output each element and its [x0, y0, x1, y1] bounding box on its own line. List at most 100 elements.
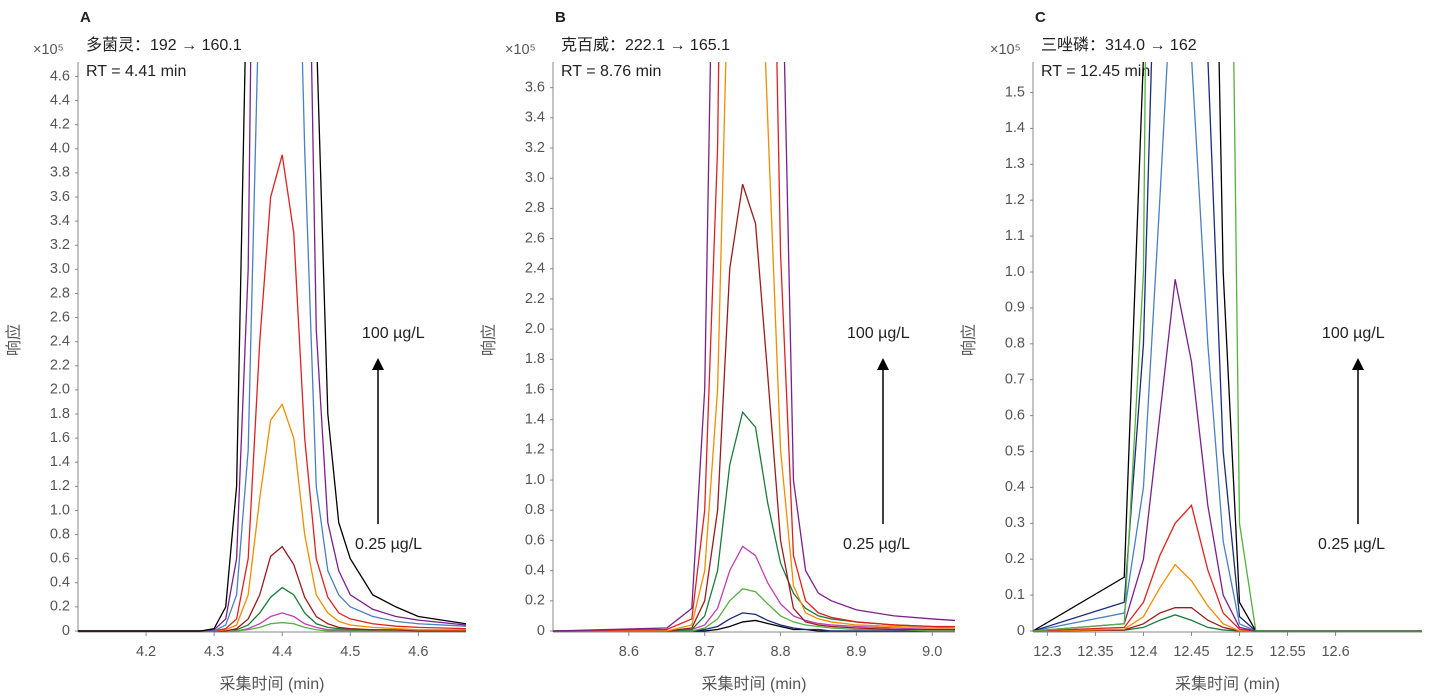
x-axis-label: 采集时间 (min)	[702, 675, 807, 693]
x-tick-label: 4.4	[272, 644, 292, 660]
x-tick-label: 12.45	[1173, 644, 1209, 660]
y-tick-label: 1.0	[50, 502, 70, 518]
y-tick-label: 0.8	[525, 502, 545, 518]
y-tick-label: 1.8	[525, 351, 545, 367]
y-tick-label: 2.8	[50, 285, 70, 301]
y-tick-label: 1.1	[1005, 228, 1025, 244]
y-tick-label: 1.4	[1005, 120, 1025, 136]
chromatogram-line	[78, 154, 466, 632]
x-tick-label: 4.5	[340, 644, 360, 660]
y-tick-label: 2.6	[525, 230, 545, 246]
chromatogram-line	[78, 62, 466, 632]
x-tick-label: 8.7	[695, 644, 715, 660]
y-tick-label: 1.6	[525, 381, 545, 397]
chromatogram-line	[553, 545, 955, 632]
y-tick-label: 0.1	[1005, 587, 1025, 603]
chart-subtitle: RT = 12.45 min	[1041, 63, 1150, 80]
x-tick-label: 8.8	[770, 644, 790, 660]
y-tick-label: 3.4	[50, 213, 70, 229]
y-tick-label: 0	[62, 623, 70, 639]
y-tick-label: 0.4	[1005, 479, 1025, 495]
chromatogram-line	[553, 62, 955, 632]
x-tick-label: 12.55	[1269, 644, 1305, 660]
y-tick-label: 1.2	[525, 442, 545, 458]
y-tick-label: 0.6	[50, 550, 70, 566]
x-tick-label: 12.35	[1077, 644, 1113, 660]
chart-title: 多菌灵：192 → 160.1	[86, 36, 242, 54]
y-tick-label: 1.5	[1005, 84, 1025, 100]
y-tick-label: 0.2	[1005, 551, 1025, 567]
chromatogram-line	[553, 410, 955, 632]
chromatogram-line	[78, 545, 466, 632]
y-tick-label: 1.4	[525, 412, 545, 428]
y-axis-label: 响应	[959, 324, 978, 356]
chromatogram-line	[1033, 62, 1422, 632]
y-tick-label: 0.5	[1005, 443, 1025, 459]
annotation: 100 µg/L	[1322, 325, 1385, 342]
y-axis-label: 响应	[4, 324, 23, 356]
y-tick-label: 3.0	[525, 170, 545, 186]
chromatogram-line	[78, 612, 466, 632]
chromatogram-line	[553, 62, 955, 632]
y-tick-label: 0.3	[1005, 515, 1025, 531]
y-tick-label: 0.2	[525, 593, 545, 609]
y-tick-label: 4.6	[50, 68, 70, 84]
y-tick-label: 2.6	[50, 309, 70, 325]
y-tick-label: 1.2	[1005, 192, 1025, 208]
y-tick-label: 0	[1017, 623, 1025, 639]
y-tick-label: 3.6	[50, 189, 70, 205]
chromatogram-line	[78, 586, 466, 632]
annotation: 0.25 µg/L	[843, 536, 910, 553]
y-exponent: ×10⁵	[505, 42, 536, 58]
x-tick-label: 9.0	[922, 644, 942, 660]
x-tick-label: 12.4	[1129, 644, 1157, 660]
chromatogram-line	[553, 612, 955, 632]
y-tick-label: 1.6	[50, 430, 70, 446]
annotation: 0.25 µg/L	[1318, 536, 1385, 553]
y-tick-label: 2.4	[50, 334, 70, 350]
y-tick-label: 2.0	[50, 382, 70, 398]
y-tick-label: 2.4	[525, 261, 545, 277]
annotation: 100 µg/L	[362, 325, 425, 342]
panel-label: B	[555, 9, 566, 26]
chart-subtitle: RT = 8.76 min	[561, 63, 661, 80]
x-tick-label: 8.9	[846, 644, 866, 660]
y-tick-label: 3.2	[50, 237, 70, 253]
x-tick-label: 12.6	[1321, 644, 1349, 660]
y-tick-label: 0.2	[50, 599, 70, 615]
y-tick-label: 3.8	[50, 165, 70, 181]
y-tick-label: 2.2	[50, 358, 70, 374]
y-tick-label: 1.2	[50, 478, 70, 494]
chromatogram-line	[78, 62, 466, 632]
chromatogram-line	[1033, 62, 1422, 632]
chromatogram-line	[553, 588, 955, 632]
y-tick-label: 0.6	[1005, 407, 1025, 423]
x-tick-label: 4.6	[408, 644, 428, 660]
annotation: 0.25 µg/L	[355, 536, 422, 553]
y-exponent: ×10⁵	[990, 42, 1021, 58]
y-exponent: ×10⁵	[33, 42, 64, 58]
chromatogram-line	[553, 184, 955, 632]
y-tick-label: 1.3	[1005, 156, 1025, 172]
chromatogram-line	[78, 62, 466, 632]
y-tick-label: 3.6	[525, 79, 545, 95]
y-tick-label: 0.6	[525, 532, 545, 548]
y-tick-label: 1.8	[50, 406, 70, 422]
y-tick-label: 2.2	[525, 291, 545, 307]
y-tick-label: 0.4	[50, 575, 70, 591]
y-tick-label: 3.4	[525, 110, 545, 126]
chromatogram-line	[1033, 62, 1422, 632]
y-tick-label: 2.0	[525, 321, 545, 337]
y-tick-label: 1.0	[525, 472, 545, 488]
panel-label: C	[1035, 9, 1046, 26]
x-tick-label: 12.5	[1225, 644, 1253, 660]
chromatogram-line	[553, 62, 955, 632]
y-tick-label: 0.7	[1005, 372, 1025, 388]
x-tick-label: 12.3	[1033, 644, 1061, 660]
annotation: 100 µg/L	[847, 325, 910, 342]
x-tick-label: 8.6	[619, 644, 639, 660]
chart-title: 克百威：222.1 → 165.1	[561, 36, 730, 54]
y-tick-label: 4.0	[50, 141, 70, 157]
y-tick-label: 3.2	[525, 140, 545, 156]
